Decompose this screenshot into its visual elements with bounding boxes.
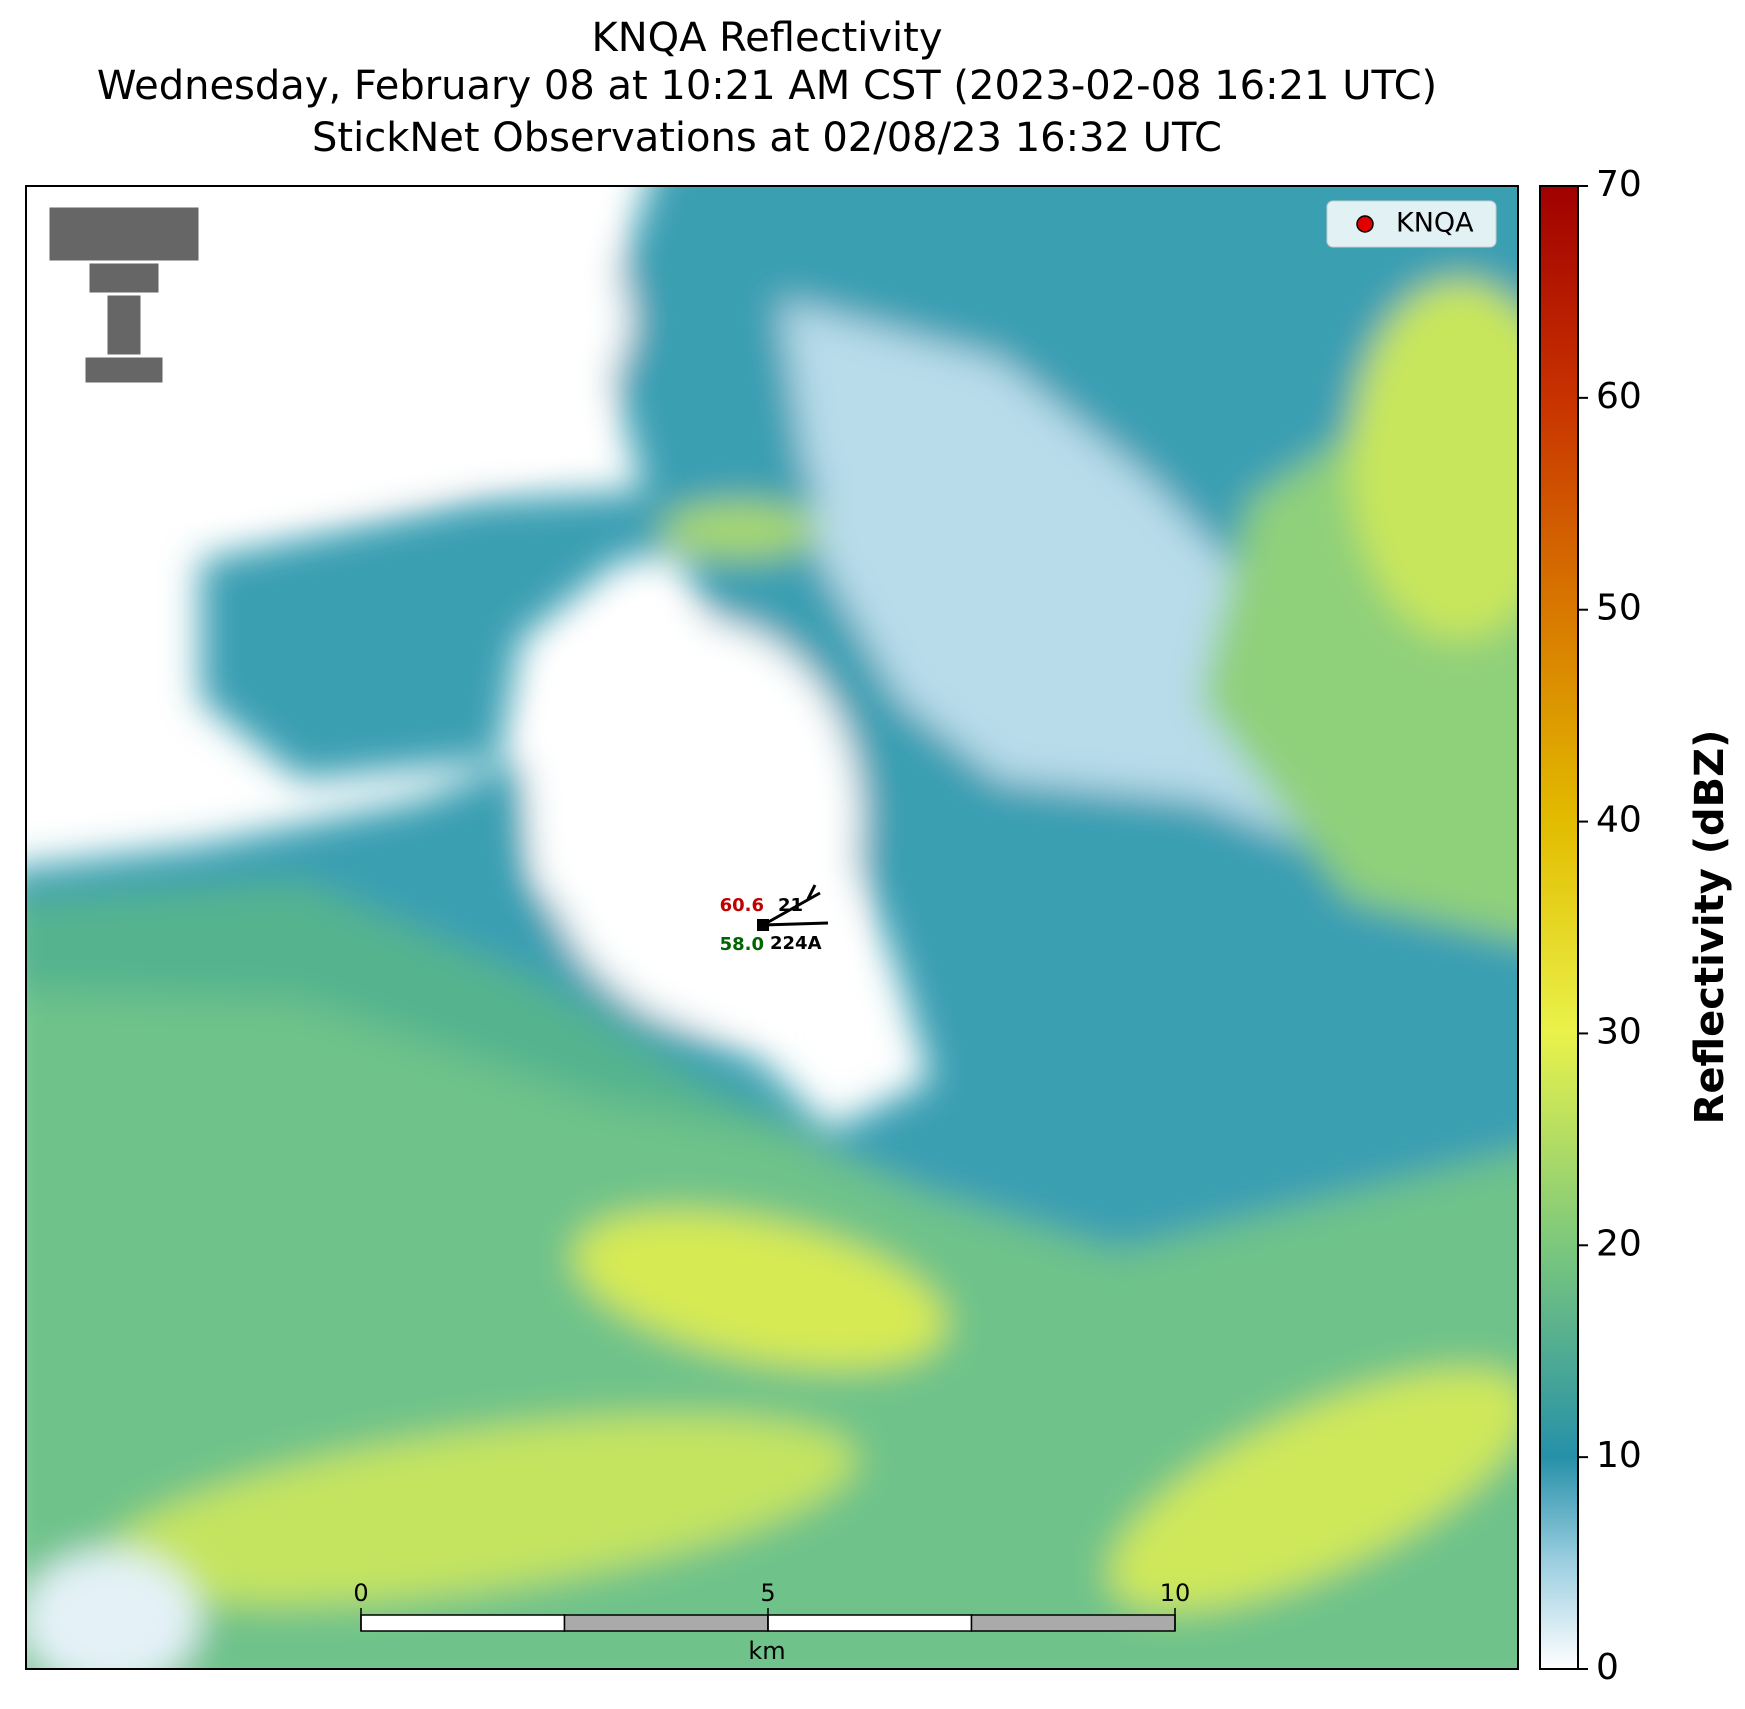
colorbar-tick-label: 70 — [1596, 164, 1642, 205]
colorbar-tick-label: 50 — [1596, 588, 1642, 629]
colorbar-tick-label: 60 — [1596, 376, 1642, 417]
colorbar-tick-label: 40 — [1596, 800, 1642, 841]
temperature: 60.6 — [720, 895, 764, 916]
colorbar-tick-label: 30 — [1596, 1011, 1642, 1052]
legend-label: KNQA — [1396, 208, 1474, 239]
pressure: 21 — [778, 895, 803, 916]
scale-tick-label: 0 — [353, 1579, 368, 1607]
logo — [46, 204, 202, 386]
scale-tick-label: 5 — [760, 1579, 775, 1607]
scale-segment — [360, 1614, 566, 1632]
dewpoint: 58.0 — [720, 934, 764, 955]
colorbar-label: Reflectivity (dBZ) — [1687, 730, 1733, 1125]
scale-tick-label: 10 — [1160, 1579, 1191, 1607]
station-id: 224A — [770, 933, 822, 954]
radar-field — [26, 186, 1518, 1669]
colorbar-tick-label: 20 — [1596, 1223, 1642, 1264]
station-plot: 60.6 58.0 21 224A — [720, 884, 829, 955]
plot-frame — [25, 185, 1519, 1670]
scale-unit: km — [748, 1637, 785, 1665]
colorbar-tick-label: 10 — [1596, 1435, 1642, 1476]
scale-segment — [970, 1614, 1176, 1632]
title-line: StickNet Observations at 02/08/23 16:32 … — [312, 115, 1222, 161]
legend-marker — [1356, 215, 1374, 233]
scale-segment — [767, 1614, 973, 1632]
scale-bar: km 0 5 10 — [353, 1579, 1190, 1665]
title-line: Wednesday, February 08 at 10:21 AM CST (… — [97, 63, 1437, 109]
colorbar-tick-label: 0 — [1596, 1647, 1619, 1688]
colorbar — [1539, 185, 1579, 1670]
legend: KNQA — [1326, 200, 1497, 248]
title-line: KNQA Reflectivity — [591, 15, 942, 61]
scale-segment — [563, 1614, 769, 1632]
